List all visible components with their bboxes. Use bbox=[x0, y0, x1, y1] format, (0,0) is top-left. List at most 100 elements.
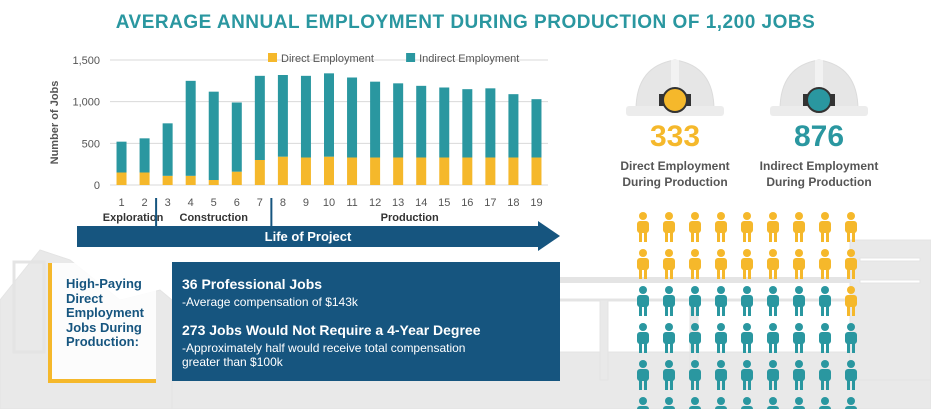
arrow-head bbox=[538, 221, 560, 251]
bar-direct-employment bbox=[462, 157, 473, 185]
bar-indirect-employment bbox=[162, 123, 173, 176]
direct-employment-value: 333 bbox=[649, 120, 701, 153]
x-tick-label: 19 bbox=[530, 197, 542, 209]
person-icon bbox=[663, 360, 675, 390]
person-leg bbox=[639, 379, 642, 390]
person-head bbox=[639, 286, 647, 294]
person-leg bbox=[826, 305, 829, 316]
x-tick-label: 10 bbox=[323, 197, 335, 209]
professional-jobs-heading: 36 Professional Jobs bbox=[182, 276, 323, 292]
person-body bbox=[819, 332, 831, 344]
person-icon bbox=[793, 397, 805, 409]
person-leg bbox=[847, 231, 850, 242]
legend-label: Indirect Employment bbox=[419, 53, 519, 65]
person-icon bbox=[715, 249, 727, 279]
x-tick-label: 3 bbox=[165, 197, 171, 209]
person-leg bbox=[795, 268, 798, 279]
person-body bbox=[689, 295, 701, 307]
person-body bbox=[819, 221, 831, 233]
person-leg bbox=[717, 231, 720, 242]
person-leg bbox=[769, 231, 772, 242]
person-leg bbox=[691, 342, 694, 353]
person-body bbox=[767, 295, 779, 307]
person-icon bbox=[663, 212, 675, 242]
life-of-project-arrow: Life of Project bbox=[77, 226, 539, 247]
person-leg bbox=[670, 342, 673, 353]
bar-indirect-employment bbox=[439, 87, 450, 158]
person-leg bbox=[691, 268, 694, 279]
person-icon bbox=[793, 249, 805, 279]
person-head bbox=[847, 360, 855, 368]
person-head bbox=[795, 360, 803, 368]
person-leg bbox=[821, 231, 824, 242]
bar-direct-employment bbox=[393, 157, 404, 185]
person-body bbox=[715, 221, 727, 233]
person-head bbox=[743, 249, 751, 257]
person-leg bbox=[821, 342, 824, 353]
person-body bbox=[793, 258, 805, 270]
person-icon bbox=[767, 249, 779, 279]
indirect-employment-label: Indirect Employment During Production bbox=[744, 158, 894, 190]
person-leg bbox=[795, 342, 798, 353]
person-head bbox=[821, 286, 829, 294]
person-body bbox=[637, 332, 649, 344]
person-leg bbox=[644, 342, 647, 353]
person-leg bbox=[852, 231, 855, 242]
x-tick-label: 9 bbox=[303, 197, 309, 209]
person-head bbox=[665, 286, 673, 294]
person-icon bbox=[767, 212, 779, 242]
person-icon bbox=[845, 323, 857, 353]
person-body bbox=[637, 221, 649, 233]
high-paying-callout: High-Paying Direct Employment Jobs Durin… bbox=[48, 263, 156, 383]
person-body bbox=[845, 221, 857, 233]
person-leg bbox=[717, 342, 720, 353]
person-head bbox=[691, 286, 699, 294]
bar-direct-employment bbox=[324, 156, 334, 185]
person-leg bbox=[852, 305, 855, 316]
person-leg bbox=[774, 379, 777, 390]
bar-direct-employment bbox=[531, 157, 542, 185]
person-icon bbox=[715, 212, 727, 242]
y-tick-label: 1,500 bbox=[72, 55, 100, 67]
person-body bbox=[793, 369, 805, 381]
person-leg bbox=[717, 379, 720, 390]
bar-direct-employment bbox=[300, 157, 311, 185]
no-degree-jobs-detail-line2: greater than $100k bbox=[182, 355, 283, 369]
person-leg bbox=[821, 379, 824, 390]
bar-indirect-employment bbox=[531, 99, 542, 158]
person-head bbox=[639, 397, 647, 405]
person-icon bbox=[845, 212, 857, 242]
bar-indirect-employment bbox=[208, 91, 219, 180]
x-tick-label: 16 bbox=[461, 197, 473, 209]
timeline-label: Life of Project bbox=[264, 229, 352, 244]
person-leg bbox=[769, 305, 772, 316]
person-icon bbox=[689, 212, 701, 242]
person-body bbox=[637, 406, 649, 409]
person-head bbox=[821, 397, 829, 405]
person-body bbox=[663, 221, 675, 233]
bar-indirect-employment bbox=[116, 141, 127, 173]
person-head bbox=[743, 212, 751, 220]
person-head bbox=[795, 286, 803, 294]
person-icon bbox=[819, 397, 831, 409]
person-leg bbox=[774, 342, 777, 353]
person-icon bbox=[741, 323, 753, 353]
bar-indirect-employment bbox=[231, 102, 242, 172]
bar-indirect-employment bbox=[416, 85, 427, 158]
jobs-info-box: 36 Professional Jobs -Average compensati… bbox=[172, 262, 560, 381]
bar-direct-employment bbox=[162, 175, 173, 185]
x-tick-label: 8 bbox=[280, 197, 286, 209]
indirect-label-line1: Indirect Employment bbox=[759, 159, 879, 173]
person-icon bbox=[715, 323, 727, 353]
person-body bbox=[741, 258, 753, 270]
person-body bbox=[663, 258, 675, 270]
person-head bbox=[847, 286, 855, 294]
person-leg bbox=[670, 268, 673, 279]
legend-swatch bbox=[406, 53, 416, 62]
person-body bbox=[741, 221, 753, 233]
x-tick-label: 7 bbox=[257, 197, 263, 209]
person-icon bbox=[663, 249, 675, 279]
person-body bbox=[689, 369, 701, 381]
indirect-label-line2: During Production bbox=[766, 175, 872, 189]
